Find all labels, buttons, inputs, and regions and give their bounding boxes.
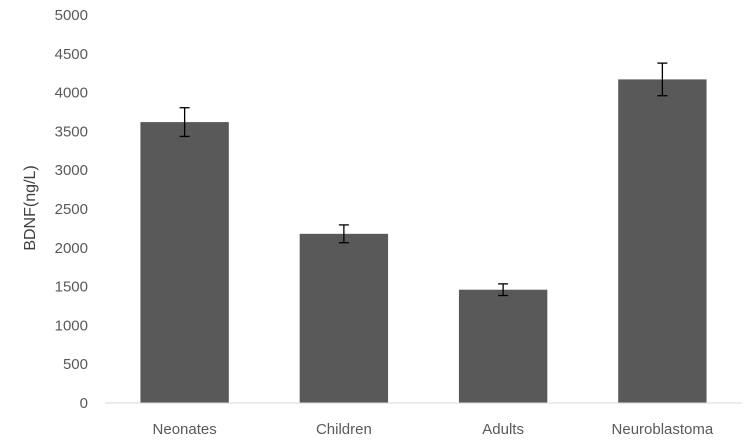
y-tick-label: 3500 xyxy=(55,123,88,140)
x-tick-label: Neuroblastoma xyxy=(612,421,714,438)
y-axis-title: BDNF(ng/L) xyxy=(22,165,39,250)
x-tick-label: Neonates xyxy=(153,421,217,438)
x-tick-label: Adults xyxy=(482,421,524,438)
y-tick-label: 4000 xyxy=(55,85,88,102)
bar xyxy=(458,289,548,403)
y-tick-label: 2000 xyxy=(55,240,88,257)
y-tick-label: 500 xyxy=(63,356,88,373)
bar xyxy=(299,233,389,403)
x-tick-label: Children xyxy=(316,421,372,438)
bar xyxy=(618,79,707,404)
y-tick-label: 5000 xyxy=(55,7,88,24)
y-tick-label: 0 xyxy=(80,395,88,412)
y-tick-label: 2500 xyxy=(55,201,88,218)
bar xyxy=(140,122,229,403)
y-tick-label: 3000 xyxy=(55,162,88,179)
y-tick-label: 1500 xyxy=(55,279,88,296)
y-tick-label: 1000 xyxy=(55,317,88,334)
y-tick-label: 4500 xyxy=(55,46,88,63)
